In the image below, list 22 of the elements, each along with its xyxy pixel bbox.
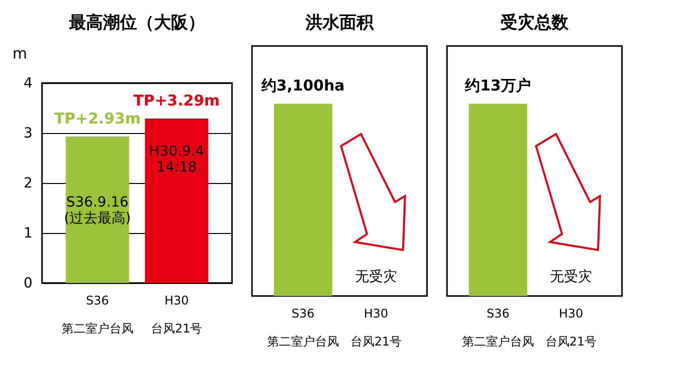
x-tick-label: S36 第二室户台风 (267, 306, 340, 348)
y-axis-title: m (12, 44, 28, 62)
annotation: 无受灾 (550, 268, 592, 285)
data-label: 约13万户 (464, 76, 531, 95)
chart-title: 最高潮位（大阪） (68, 13, 205, 33)
y-tick-label: 3 (24, 126, 32, 142)
annotation: H30.9.4 14:18 (149, 143, 204, 176)
x-tick-label: H30 台风21号 (545, 306, 597, 348)
data-label: TP+2.93m (54, 110, 141, 128)
y-tick-label: 2 (24, 176, 32, 192)
annotation: 无受灾 (354, 268, 397, 285)
y-tick-label: 1 (24, 226, 32, 242)
x-tick-label: S36 第二室户台风 (61, 294, 134, 336)
y-tick-label: 4 (24, 76, 33, 92)
x-tick-label: H30 台风21号 (150, 294, 202, 336)
y-tick-label: 0 (24, 276, 32, 292)
x-tick-label: H30 台风21号 (350, 306, 402, 348)
x-tick-label: S36 第二室户台风 (462, 306, 534, 348)
chart-title: 洪水面积 (304, 13, 374, 33)
chart-title: 受灾总数 (500, 13, 570, 33)
data-label: TP+3.29m (133, 92, 220, 110)
data-label: 约3,100ha (260, 76, 345, 95)
